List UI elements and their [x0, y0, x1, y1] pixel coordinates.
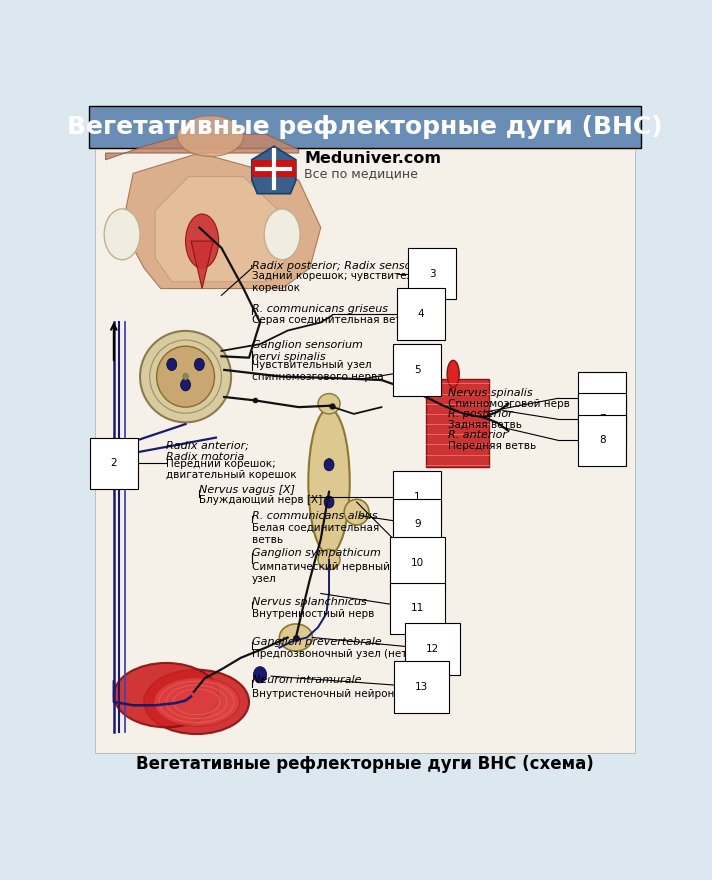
Text: Nervus spinalis: Nervus spinalis [448, 388, 533, 398]
Ellipse shape [308, 409, 350, 554]
Circle shape [181, 378, 191, 391]
Text: 9: 9 [414, 519, 421, 530]
Polygon shape [105, 134, 299, 160]
Text: R. anterior: R. anterior [448, 430, 507, 440]
Polygon shape [191, 241, 213, 289]
Circle shape [324, 458, 334, 471]
Text: Передняя ветвь: Передняя ветвь [448, 441, 536, 451]
Text: 10: 10 [411, 558, 424, 568]
Text: R. communicans griseus: R. communicans griseus [252, 304, 388, 314]
Ellipse shape [157, 346, 214, 407]
Text: R. posterior: R. posterior [448, 409, 513, 419]
Text: Блуждающий нерв [X]: Блуждающий нерв [X] [199, 495, 323, 505]
Text: Внутристеночный нейрон: Внутристеночный нейрон [252, 689, 394, 699]
Text: Ganglion sensorium
nervi spinalis: Ganglion sensorium nervi spinalis [252, 340, 362, 362]
Text: Внутренностный нерв: Внутренностный нерв [252, 609, 375, 619]
Text: Серая соединительная ветвь: Серая соединительная ветвь [252, 315, 414, 325]
Polygon shape [155, 177, 288, 282]
Text: 11: 11 [411, 604, 424, 613]
Ellipse shape [318, 393, 340, 414]
Text: Nervus vagus [X]: Nervus vagus [X] [199, 486, 295, 495]
Text: Meduniver.com: Meduniver.com [304, 151, 441, 166]
Text: 5: 5 [414, 365, 421, 375]
Text: Вегетативные рефлекторные дуги ВНС (схема): Вегетативные рефлекторные дуги ВНС (схем… [136, 755, 594, 774]
Text: Спинномозговой нерв: Спинномозговой нерв [448, 399, 570, 408]
Text: Задний корешок; чувствительный
корешок: Задний корешок; чувствительный корешок [252, 271, 441, 292]
Text: 2: 2 [110, 458, 117, 468]
Text: 6: 6 [599, 393, 605, 403]
Text: 4: 4 [418, 309, 424, 319]
Text: Белая соединительная
ветвь: Белая соединительная ветвь [252, 523, 379, 545]
Polygon shape [122, 153, 320, 289]
Text: Radix anterior;
Radix motoria: Radix anterior; Radix motoria [167, 440, 249, 462]
Ellipse shape [104, 209, 140, 260]
Ellipse shape [318, 549, 340, 569]
Ellipse shape [279, 624, 313, 651]
Ellipse shape [144, 670, 249, 734]
FancyBboxPatch shape [426, 378, 489, 466]
Text: Вегетативные рефлекторные дуги (ВНС): Вегетативные рефлекторные дуги (ВНС) [67, 114, 663, 139]
FancyBboxPatch shape [95, 149, 635, 752]
Text: 1: 1 [414, 492, 421, 502]
Text: Neuron intramurale: Neuron intramurale [252, 675, 361, 686]
FancyBboxPatch shape [89, 106, 641, 148]
Text: 12: 12 [426, 644, 439, 654]
Circle shape [167, 358, 177, 370]
Ellipse shape [264, 209, 300, 260]
FancyBboxPatch shape [252, 160, 296, 177]
Polygon shape [252, 146, 296, 194]
Text: 3: 3 [429, 268, 436, 279]
Circle shape [253, 667, 267, 683]
Text: 13: 13 [414, 682, 428, 692]
Ellipse shape [177, 116, 244, 157]
Text: Симпатический нервный
узел: Симпатический нервный узел [252, 562, 389, 584]
Circle shape [183, 373, 188, 380]
Ellipse shape [344, 499, 369, 525]
Text: Передний корешок;
двигательный корешок: Передний корешок; двигательный корешок [167, 458, 297, 480]
Ellipse shape [114, 663, 219, 727]
Ellipse shape [154, 678, 239, 726]
Text: Nervus splanchnicus: Nervus splanchnicus [252, 598, 367, 607]
Text: Radix posterior; Radix sensoria: Radix posterior; Radix sensoria [252, 260, 426, 270]
Ellipse shape [447, 361, 459, 387]
Ellipse shape [186, 214, 219, 268]
Text: Предпозвоночный узел (нет в NA): Предпозвоночный узел (нет в NA) [252, 649, 439, 659]
Circle shape [324, 496, 334, 508]
Text: R. communicans albus: R. communicans albus [252, 510, 377, 521]
Text: Ganglion sympathicum: Ganglion sympathicum [252, 548, 381, 558]
Text: Все по медицине: Все по медицине [304, 167, 418, 180]
Text: 8: 8 [599, 436, 605, 445]
Text: Чувствительный узел
спинномозгового нерва: Чувствительный узел спинномозгового нерв… [252, 361, 383, 382]
Text: Задняя ветвь: Задняя ветвь [448, 420, 522, 429]
Text: 7: 7 [599, 414, 605, 424]
Ellipse shape [140, 331, 231, 422]
Text: Ganglion prevertebrale: Ganglion prevertebrale [252, 637, 382, 648]
Circle shape [194, 358, 204, 370]
